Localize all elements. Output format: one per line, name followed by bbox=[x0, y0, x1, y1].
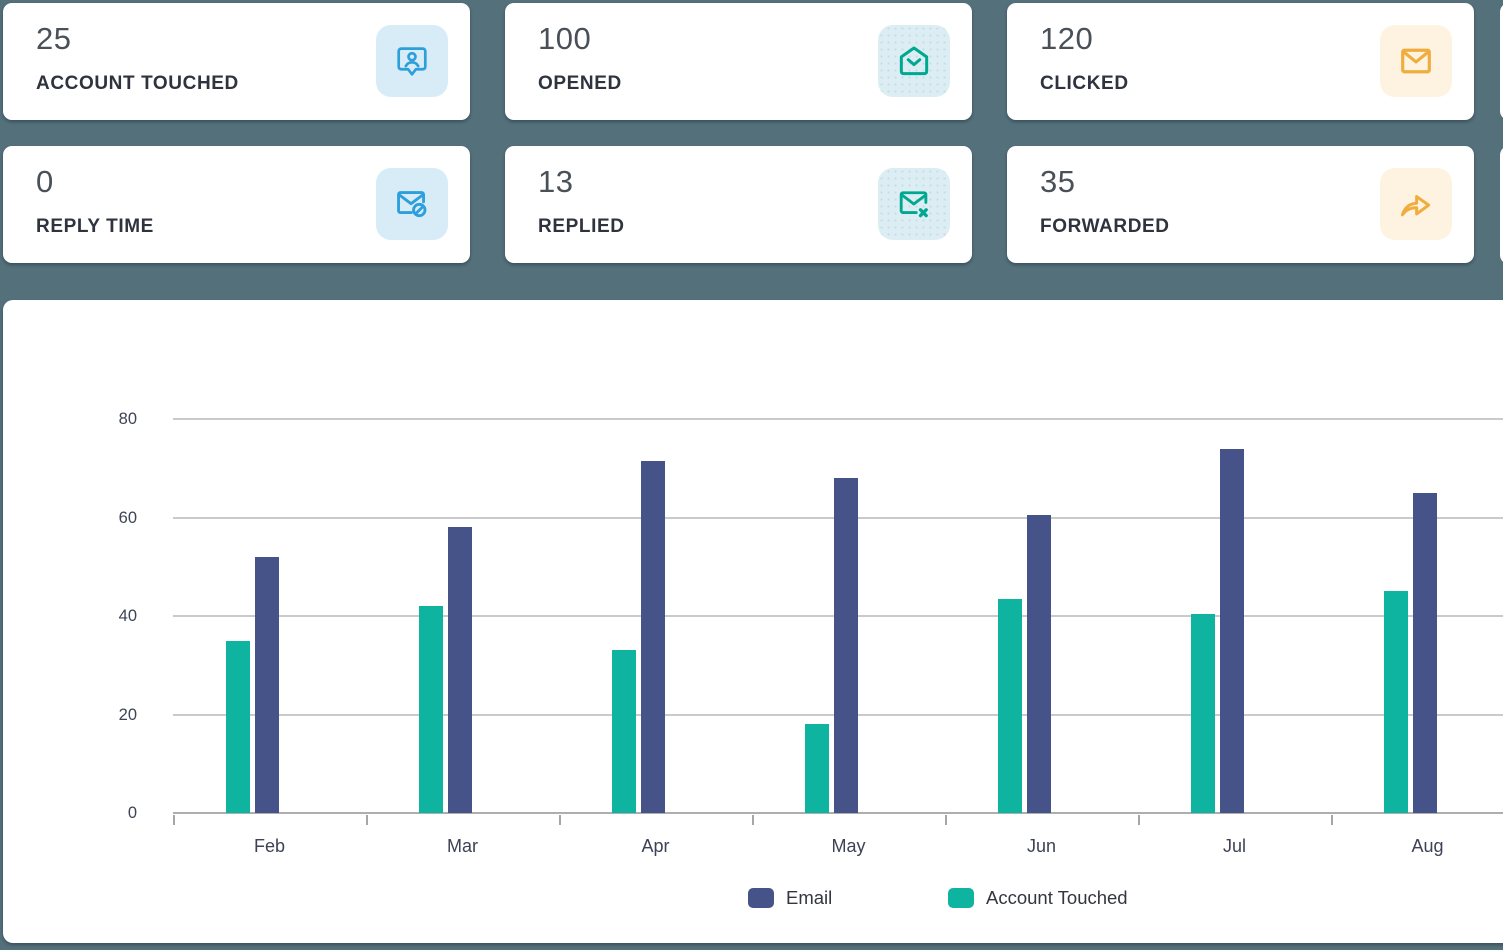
bar-account-touched-apr[interactable] bbox=[612, 650, 636, 813]
stat-value-clicked: 120 bbox=[1040, 21, 1094, 56]
x-axis-tick bbox=[945, 815, 947, 825]
x-axis-label-apr: Apr bbox=[641, 836, 670, 856]
legend-label: Account Touched bbox=[986, 887, 1128, 908]
stat-value-reply-time: 0 bbox=[36, 164, 54, 199]
x-axis-tick bbox=[1331, 815, 1333, 825]
bar-email-apr[interactable] bbox=[641, 460, 665, 813]
stat-label-clicked: CLICKED bbox=[1040, 73, 1129, 94]
stat-card-opened: 100 OPENED bbox=[505, 3, 972, 120]
y-axis-label-0: 0 bbox=[127, 804, 137, 822]
x-axis-tick bbox=[752, 815, 754, 825]
stats-card-grid: 25 ACCOUNT TOUCHED 100 OPENED 120 CLICKED 0 REP… bbox=[3, 3, 1474, 263]
stat-card-clicked: 120 CLICKED bbox=[1007, 3, 1474, 120]
x-axis-label-may: May bbox=[831, 836, 866, 856]
stat-label-replied: REPLIED bbox=[538, 216, 625, 237]
stat-label-opened: OPENED bbox=[538, 73, 622, 94]
forward-arrow-icon bbox=[1380, 168, 1452, 240]
gridline-80 bbox=[173, 418, 1503, 420]
x-axis-label-mar: Mar bbox=[447, 836, 478, 856]
bar-email-mar[interactable] bbox=[448, 527, 472, 813]
stat-card-reply-time: 0 REPLY TIME bbox=[3, 146, 470, 263]
bar-account-touched-feb[interactable] bbox=[226, 640, 250, 813]
stat-card-replied: 13 REPLIED bbox=[505, 146, 972, 263]
stat-value-opened: 100 bbox=[538, 21, 592, 56]
partial-card-bottom bbox=[1500, 146, 1503, 264]
bar-email-feb[interactable] bbox=[255, 556, 279, 813]
bar-email-jun[interactable] bbox=[1027, 515, 1051, 813]
stat-card-account-touched: 25 ACCOUNT TOUCHED bbox=[3, 3, 470, 120]
legend-swatch bbox=[748, 888, 774, 908]
mail-open-icon bbox=[878, 25, 950, 97]
legend-item-email[interactable]: Email bbox=[748, 885, 832, 911]
stat-value-forwarded: 35 bbox=[1040, 164, 1076, 199]
y-axis-label-80: 80 bbox=[118, 410, 137, 428]
bar-account-touched-mar[interactable] bbox=[419, 606, 443, 813]
bar-account-touched-may[interactable] bbox=[805, 724, 829, 813]
x-axis-label-feb: Feb bbox=[253, 836, 286, 856]
x-axis-tick bbox=[173, 815, 175, 825]
x-axis-label-jul: Jul bbox=[1222, 836, 1246, 856]
y-axis-label-20: 20 bbox=[118, 705, 137, 724]
mail-x-icon bbox=[878, 168, 950, 240]
bar-email-may[interactable] bbox=[834, 478, 858, 813]
bar-account-touched-jun[interactable] bbox=[998, 598, 1022, 813]
bar-account-touched-aug[interactable] bbox=[1384, 591, 1408, 813]
stat-label-account-touched: ACCOUNT TOUCHED bbox=[36, 73, 239, 94]
legend-label: Email bbox=[786, 887, 833, 908]
legend-item-account-touched[interactable]: Account Touched bbox=[948, 885, 1128, 911]
stat-label-forwarded: FORWARDED bbox=[1040, 216, 1170, 237]
x-axis-line bbox=[173, 812, 1503, 814]
x-axis-label-jun: Jun bbox=[1026, 836, 1057, 856]
x-axis-tick bbox=[1138, 815, 1140, 825]
mail-icon bbox=[1380, 25, 1452, 97]
stat-value-replied: 13 bbox=[538, 164, 574, 199]
stat-label-reply-time: REPLY TIME bbox=[36, 216, 154, 237]
bar-email-jul[interactable] bbox=[1220, 448, 1244, 813]
mail-blocked-icon bbox=[376, 168, 448, 240]
x-axis-tick bbox=[366, 815, 368, 825]
bar-chart-card: 0 20 40 60 80 Feb Mar Apr May Jun Jul Aug Email Accou… bbox=[3, 300, 1503, 943]
x-axis-tick bbox=[559, 815, 561, 825]
bar-email-aug[interactable] bbox=[1413, 492, 1437, 813]
partial-card-top bbox=[1500, 3, 1503, 120]
bar-account-touched-jul[interactable] bbox=[1191, 613, 1215, 813]
contact-badge-icon bbox=[376, 25, 448, 97]
y-axis-label-60: 60 bbox=[118, 508, 137, 527]
legend-swatch bbox=[948, 888, 974, 908]
stat-card-forwarded: 35 FORWARDED bbox=[1007, 146, 1474, 263]
stat-value-account-touched: 25 bbox=[36, 21, 72, 56]
x-axis-label-aug: Aug bbox=[1411, 836, 1444, 856]
y-axis-label-40: 40 bbox=[118, 607, 137, 625]
